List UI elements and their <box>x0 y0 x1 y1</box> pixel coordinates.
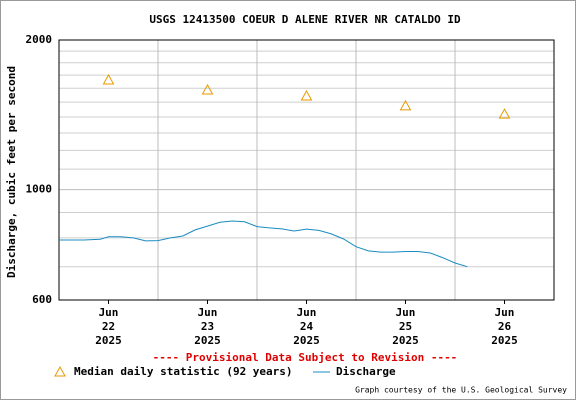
x-tick-label: 25 <box>399 320 412 333</box>
median-marker <box>201 83 214 95</box>
median-marker <box>300 89 313 101</box>
legend-label: Discharge <box>336 365 396 378</box>
y-tick-label: 600 <box>32 293 52 306</box>
x-tick-label: 2025 <box>491 334 518 347</box>
provisional-note: ---- Provisional Data Subject to Revisio… <box>153 351 458 364</box>
median-marker <box>498 108 511 119</box>
y-tick-label: 2000 <box>26 33 53 46</box>
legend-marker <box>54 365 66 377</box>
x-tick-label: Jun <box>495 306 515 319</box>
x-tick-label: 2025 <box>194 334 221 347</box>
x-tick-label: Jun <box>297 306 317 319</box>
x-tick-label: 23 <box>201 320 214 333</box>
x-tick-label: 2025 <box>293 334 320 347</box>
chart-title: USGS 12413500 COEUR D ALENE RIVER NR CAT… <box>149 13 461 26</box>
x-tick-label: 26 <box>498 320 512 333</box>
x-tick-label: 2025 <box>392 334 419 347</box>
y-axis-label: Discharge, cubic feet per second <box>5 66 18 278</box>
x-tick-label: Jun <box>396 306 416 319</box>
median-marker <box>399 99 412 111</box>
marks <box>59 73 511 268</box>
discharge-line <box>59 220 468 268</box>
median-marker <box>102 73 115 85</box>
x-tick-label: Jun <box>99 306 119 319</box>
y-tick-label: 1000 <box>26 183 53 196</box>
x-tick-label: Jun <box>198 306 218 319</box>
x-tick-label: 2025 <box>95 334 122 347</box>
x-tick-label: 24 <box>300 320 314 333</box>
credit: Graph courtesy of the U.S. Geological Su… <box>355 386 567 395</box>
legend-label: Median daily statistic (92 years) <box>74 365 293 378</box>
x-tick-label: 22 <box>102 320 115 333</box>
